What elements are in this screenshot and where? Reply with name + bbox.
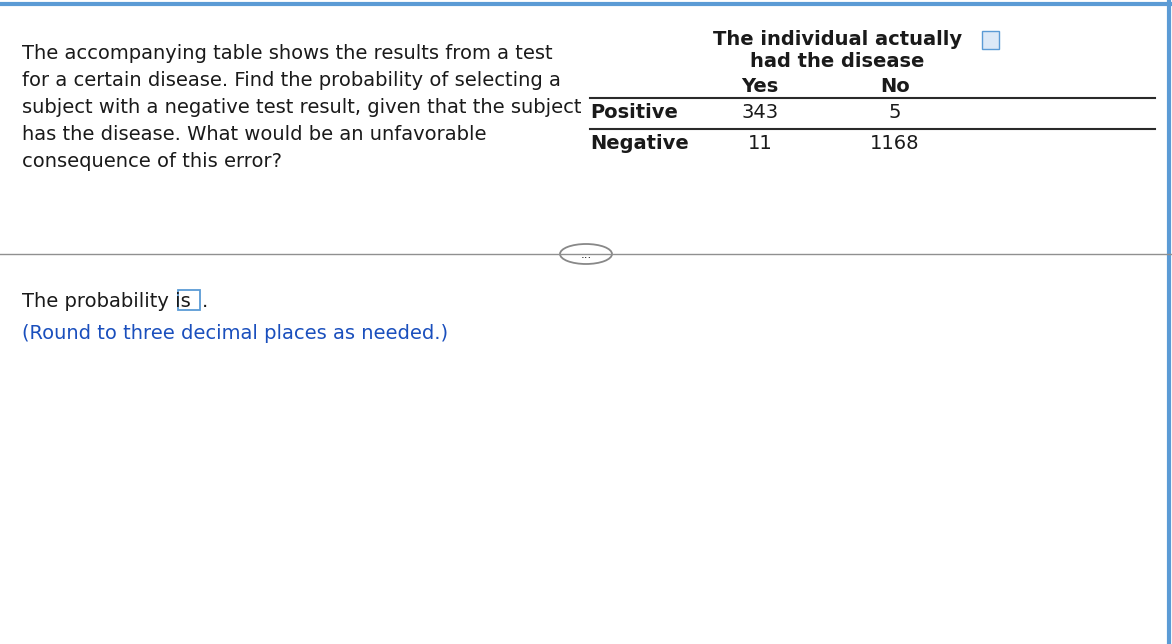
Text: 343: 343 bbox=[742, 103, 778, 122]
Text: The probability is: The probability is bbox=[22, 292, 197, 311]
Text: The accompanying table shows the results from a test: The accompanying table shows the results… bbox=[22, 44, 553, 63]
Text: 1168: 1168 bbox=[871, 134, 920, 153]
Text: (Round to three decimal places as needed.): (Round to three decimal places as needed… bbox=[22, 324, 448, 343]
FancyBboxPatch shape bbox=[981, 31, 999, 49]
Text: ...: ... bbox=[580, 247, 592, 261]
Ellipse shape bbox=[560, 244, 612, 264]
Text: No: No bbox=[880, 77, 909, 96]
Text: subject with a negative test result, given that the subject: subject with a negative test result, giv… bbox=[22, 98, 581, 117]
Text: consequence of this error?: consequence of this error? bbox=[22, 152, 282, 171]
Text: Yes: Yes bbox=[742, 77, 778, 96]
Text: 5: 5 bbox=[888, 103, 901, 122]
Text: had the disease: had the disease bbox=[750, 52, 925, 71]
FancyBboxPatch shape bbox=[178, 290, 200, 310]
Text: The individual actually: The individual actually bbox=[713, 30, 962, 49]
Text: .: . bbox=[202, 292, 209, 311]
Text: for a certain disease. Find the probability of selecting a: for a certain disease. Find the probabil… bbox=[22, 71, 561, 90]
Text: Positive: Positive bbox=[590, 103, 677, 122]
Text: Negative: Negative bbox=[590, 134, 689, 153]
Text: 11: 11 bbox=[748, 134, 772, 153]
Text: has the disease. What would be an unfavorable: has the disease. What would be an unfavo… bbox=[22, 125, 486, 144]
